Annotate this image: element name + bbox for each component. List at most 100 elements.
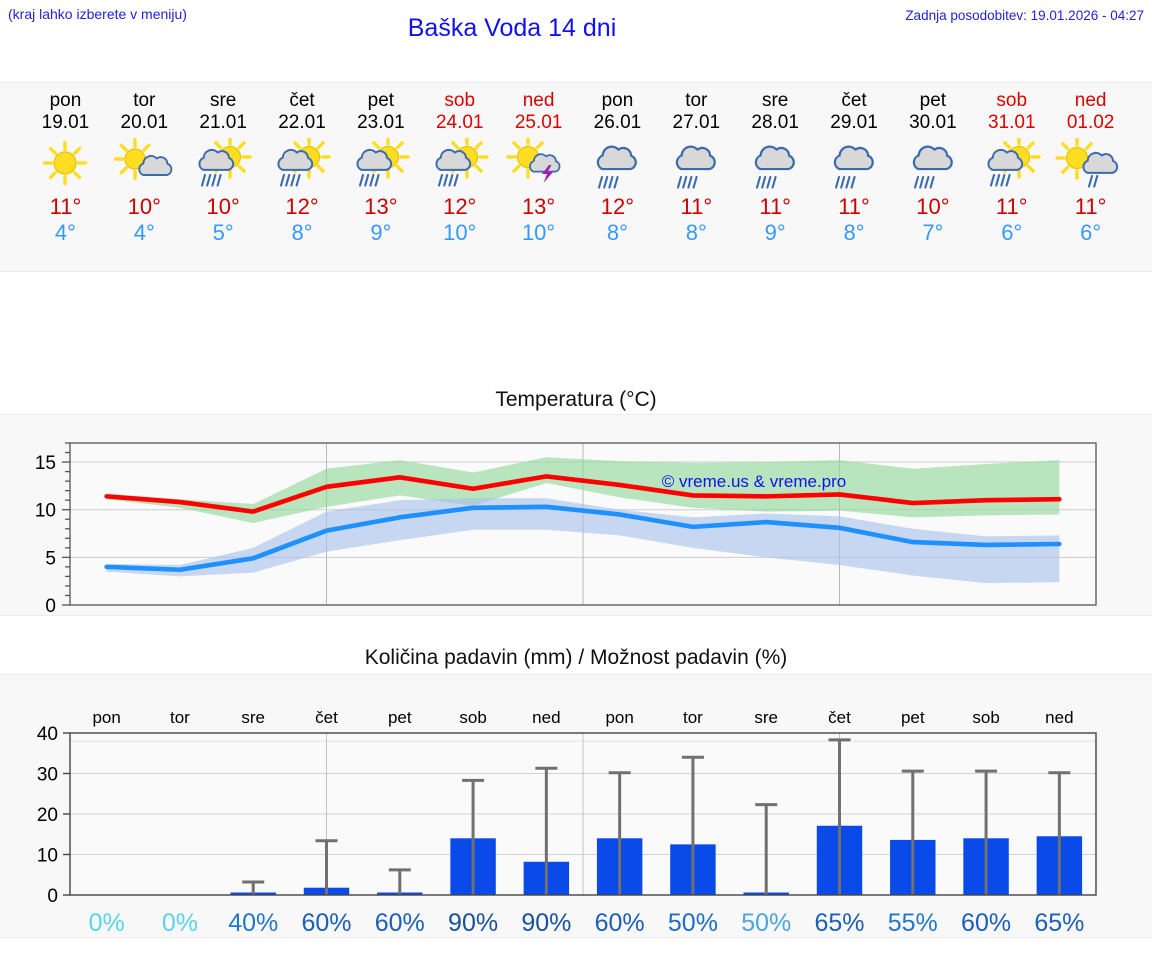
precipitation-chart-title: Količina padavin (mm) / Možnost padavin … [364, 646, 788, 669]
day-date-label: 22.01 [278, 112, 326, 133]
day-date-label: 20.01 [120, 112, 169, 133]
day-max-temp: 11° [838, 194, 870, 219]
day-date-label: 25.01 [514, 112, 563, 133]
precipitation-probability-label: 50% [668, 909, 718, 937]
precipitation-probability-label: 55% [888, 909, 938, 937]
day-column[interactable]: pet 23.01 13° 9° [341, 83, 420, 271]
cloud-rain-icon [578, 138, 656, 190]
day-min-temp: 10° [443, 220, 477, 245]
precipitation-probability-label: 65% [1034, 909, 1084, 937]
day-min-temp: 9° [764, 220, 786, 245]
precipitation-chart-box: 0 10 20 30 40 pon tor sre čet pet sob ned pon tor sre č… [0, 674, 1152, 938]
precipitation-day-label: ned [532, 708, 560, 727]
day-of-week-label: sob [996, 90, 1028, 111]
day-date-label: 01.02 [1066, 112, 1115, 133]
day-max-temp: 10° [916, 194, 950, 219]
y-axis-tick-label: 0 [47, 886, 58, 907]
sun-cloud-rain-icon [263, 138, 341, 190]
day-min-temp: 8° [843, 220, 865, 245]
sun-cloud-rain-icon [973, 138, 1051, 190]
precipitation-probability-label: 60% [375, 909, 425, 937]
sunny-icon [26, 138, 104, 190]
day-date-label: 28.01 [751, 112, 799, 133]
day-max-temp: 11° [995, 194, 1028, 219]
y-axis-tick-label: 30 [37, 765, 58, 786]
precipitation-probability-label: 0% [89, 909, 125, 937]
day-date-label: 27.01 [672, 112, 721, 133]
day-column[interactable]: ned 25.01 13° 10° [499, 83, 578, 271]
daily-forecast-strip: pon 19.01 11° 4° tor 20.01 10° 4° sre 21.01 10° 5° č… [0, 82, 1152, 272]
day-column[interactable]: sre 21.01 10° 5° [184, 83, 263, 271]
day-of-week-label: pon [601, 90, 634, 111]
precipitation-day-label: tor [170, 708, 190, 727]
watermark-text: © vreme.us & vreme.pro [662, 472, 846, 491]
day-min-temp: 8° [291, 220, 313, 245]
day-column[interactable]: pon 19.01 11° 4° [26, 83, 105, 271]
day-column[interactable]: sob 24.01 12° 10° [420, 83, 499, 271]
day-min-temp: 6° [1080, 220, 1102, 245]
precipitation-day-label: pet [901, 708, 925, 727]
precipitation-probability-label: 90% [521, 909, 571, 937]
precipitation-day-label: sob [459, 708, 486, 727]
day-column[interactable]: čet 22.01 12° 8° [263, 83, 342, 271]
cloud-rain-icon [736, 138, 814, 190]
cloud-rain-icon [894, 138, 972, 190]
y-axis-tick-label: 20 [37, 805, 58, 826]
y-axis-tick-label: 10 [35, 501, 56, 522]
day-of-week-label: pet [367, 90, 395, 111]
precipitation-day-label: pet [388, 708, 412, 727]
precipitation-day-label: tor [683, 708, 703, 727]
day-of-week-label: sre [761, 90, 789, 111]
day-date-label: 26.01 [593, 112, 642, 133]
precipitation-probability-label: 50% [741, 909, 791, 937]
y-axis-tick-label: 15 [35, 453, 56, 474]
day-of-week-label: pet [919, 90, 947, 111]
day-max-temp: 11° [680, 194, 713, 219]
day-date-label: 30.01 [909, 112, 957, 133]
temperature-chart-title: Temperatura (°C) [495, 388, 657, 411]
temperature-band [106, 498, 1060, 584]
precipitation-day-label: pon [605, 708, 633, 727]
precipitation-day-label: ned [1045, 708, 1073, 727]
day-max-temp: 13° [521, 194, 556, 219]
day-max-temp: 11° [49, 194, 82, 219]
day-min-temp: 4° [54, 220, 76, 245]
temperature-chart-box: 0 5 10 15 © vreme.us & vreme.pro [0, 414, 1152, 616]
day-of-week-label: sre [209, 90, 237, 111]
precipitation-probability-label: 0% [162, 909, 198, 937]
last-updated-text: Zadnja posodobitev: 19.01.2026 - 04:27 [905, 8, 1144, 23]
day-column[interactable]: čet 29.01 11° 8° [815, 83, 894, 271]
day-column[interactable]: sre 28.01 11° 9° [736, 83, 815, 271]
day-date-label: 23.01 [357, 112, 405, 133]
day-column[interactable]: pet 30.01 10° 7° [893, 83, 972, 271]
temperature-line [104, 474, 1062, 514]
day-min-temp: 8° [685, 220, 707, 245]
precipitation-day-label: sob [972, 708, 999, 727]
sun-cloud-rain-icon [342, 138, 420, 190]
day-min-temp: 10° [521, 220, 556, 245]
day-column[interactable]: tor 20.01 10° 4° [105, 83, 184, 271]
page-header: (kraj lahko izberete v meniju) Baška Vod… [0, 0, 1152, 62]
day-column[interactable]: tor 27.01 11° 8° [657, 83, 736, 271]
day-min-temp: 8° [606, 220, 628, 245]
precipitation-probability-label: 60% [961, 909, 1011, 937]
day-date-label: 21.01 [199, 112, 247, 133]
precipitation-day-label: čet [315, 708, 338, 727]
day-date-label: 29.01 [830, 112, 878, 133]
y-axis-tick-label: 5 [45, 548, 56, 569]
day-date-label: 31.01 [987, 112, 1036, 133]
precipitation-probability-label: 40% [228, 909, 278, 937]
precipitation-day-label: pon [92, 708, 120, 727]
y-axis-tick-label: 10 [37, 846, 58, 867]
day-of-week-label: čet [289, 90, 315, 111]
location-menu-note[interactable]: (kraj lahko izberete v meniju) [8, 6, 187, 22]
sun-cloud-thunder-icon [500, 138, 578, 190]
cloud-rain-icon [657, 138, 735, 190]
precipitation-chart-panel: Količina padavin (mm) / Možnost padavin … [0, 638, 1152, 938]
day-column[interactable]: ned 01.02 11° 6° [1051, 83, 1130, 271]
precipitation-probability-label: 60% [595, 909, 645, 937]
day-max-temp: 10° [206, 194, 240, 219]
day-column[interactable]: sob 31.01 11° 6° [972, 83, 1051, 271]
day-column[interactable]: pon 26.01 12° 8° [578, 83, 657, 271]
